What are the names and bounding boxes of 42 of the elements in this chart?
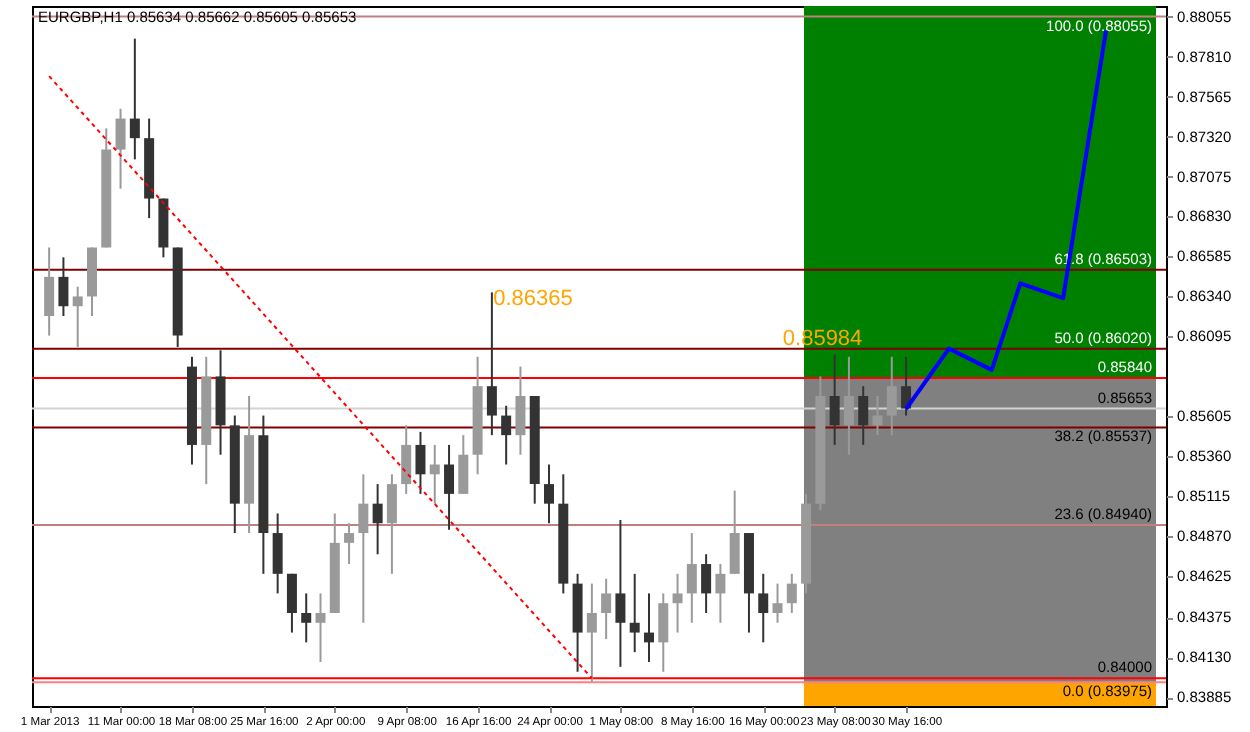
candlestick	[429, 443, 440, 505]
candlestick	[643, 592, 654, 663]
candlestick	[886, 355, 897, 437]
candlestick	[786, 572, 797, 614]
candlestick	[829, 353, 840, 446]
candlestick	[772, 582, 783, 624]
candlestick	[129, 37, 140, 161]
candlestick	[386, 473, 397, 575]
candlestick	[672, 572, 683, 634]
candlestick	[701, 553, 712, 614]
candlestick	[501, 404, 512, 466]
candlestick	[58, 256, 69, 318]
candlestick	[729, 489, 740, 575]
candlestick	[272, 512, 283, 595]
candlestick	[372, 483, 383, 556]
candlestick	[586, 582, 597, 683]
candlestick	[401, 424, 412, 495]
candlestick	[415, 430, 426, 495]
candlestick	[344, 522, 355, 566]
candlestick	[358, 473, 369, 624]
candlestick	[301, 592, 312, 644]
candlestick	[601, 577, 612, 641]
candlestick	[458, 434, 469, 495]
candlestick	[758, 572, 769, 644]
candlestick	[486, 291, 497, 437]
annotation: 0.86365	[493, 286, 573, 311]
candlestick	[843, 355, 854, 456]
candlestick	[872, 394, 883, 437]
candlestick	[444, 443, 455, 531]
candlestick	[615, 518, 626, 668]
candlestick	[686, 532, 697, 624]
candlestick	[286, 572, 297, 634]
candlestick	[715, 563, 726, 624]
candlestick	[858, 385, 869, 446]
candlestick	[44, 246, 55, 337]
candlestick	[658, 592, 669, 673]
candlestick	[115, 107, 126, 190]
candlestick	[315, 592, 326, 663]
candlestick	[515, 365, 526, 456]
candlestick	[544, 463, 555, 525]
candlestick	[72, 285, 83, 349]
candlestick	[629, 572, 640, 654]
